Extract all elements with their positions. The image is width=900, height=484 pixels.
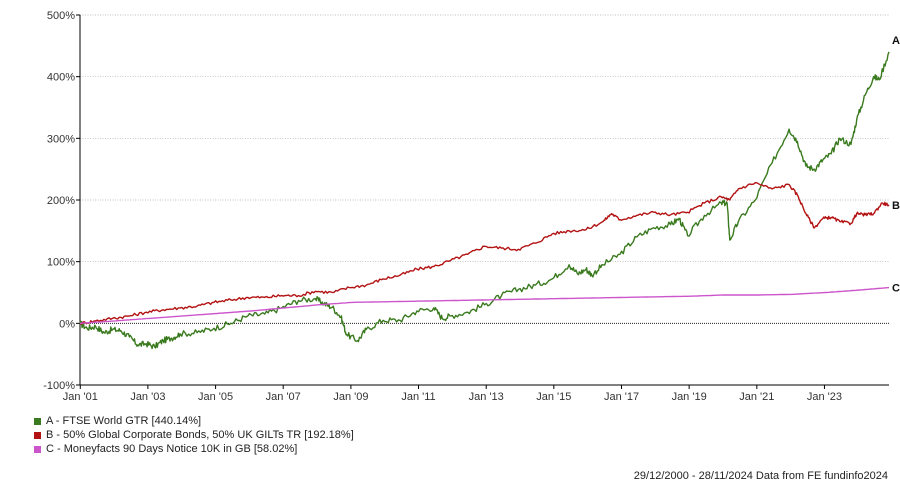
legend: A - FTSE World GTR [440.14%] B - 50% Glo… (34, 414, 354, 456)
x-tick-label: Jan '23 (807, 391, 842, 403)
legend-swatch-b (34, 431, 41, 439)
x-tick-label: Jan '17 (604, 391, 639, 403)
legend-item-b: B - 50% Global Corporate Bonds, 50% UK G… (34, 428, 354, 442)
y-tick-label: 100% (47, 257, 75, 269)
grid-lines (80, 14, 889, 263)
x-tick-label: Jan '21 (739, 391, 774, 403)
x-tick-label: Jan '13 (469, 391, 504, 403)
y-tick-label: 200% (47, 195, 75, 207)
x-tick-label: Jan '09 (333, 391, 368, 403)
legend-swatch-c (34, 445, 41, 453)
y-tick-label: 0% (59, 318, 75, 330)
x-tick-label: Jan '11 (401, 391, 435, 403)
y-axis-ticks: -100% 0% 100% 200% 300% 400% 500% (43, 10, 80, 392)
legend-label-b: B - 50% Global Corporate Bonds, 50% UK G… (46, 429, 354, 441)
x-tick-label: Jan '15 (536, 391, 571, 403)
series-end-labels: A B C (892, 35, 900, 295)
series-line-b (79, 182, 890, 325)
y-tick-label: 400% (47, 72, 75, 84)
x-tick-label: Jan '07 (266, 391, 301, 403)
legend-item-a: A - FTSE World GTR [440.14%] (34, 414, 354, 428)
series-line-c (79, 286, 890, 324)
chart: -100%0%100%200%300%400%500% Jan '01 Jan '… (43, 10, 900, 403)
series-end-label-a: A (892, 35, 900, 47)
series-end-label-b: B (892, 200, 900, 212)
x-tick-label: Jan '05 (198, 391, 233, 403)
data-source-footer: 29/12/2000 - 28/11/2024 Data from FE fun… (633, 470, 888, 482)
legend-swatch-a (34, 417, 41, 425)
x-tick-label: Jan '01 (63, 391, 98, 403)
legend-label-a: A - FTSE World GTR [440.14%] (46, 415, 202, 427)
x-axis-ticks: Jan '01 Jan '03 Jan '05 Jan '07 Jan '09 Jan '… (63, 385, 842, 403)
x-tick-label: Jan '03 (130, 391, 165, 403)
x-tick-label: Jan '19 (672, 391, 707, 403)
series-end-label-c: C (892, 283, 900, 295)
series-line-a (79, 51, 890, 350)
y-tick-label: -100% (43, 380, 75, 392)
y-tick-label: 500% (47, 10, 75, 22)
legend-item-c: C - Moneyfacts 90 Days Notice 10K in GB … (34, 442, 354, 456)
series-lines (79, 51, 890, 350)
legend-label-c: C - Moneyfacts 90 Days Notice 10K in GB … (46, 443, 298, 455)
y-tick-label: 300% (47, 133, 75, 145)
